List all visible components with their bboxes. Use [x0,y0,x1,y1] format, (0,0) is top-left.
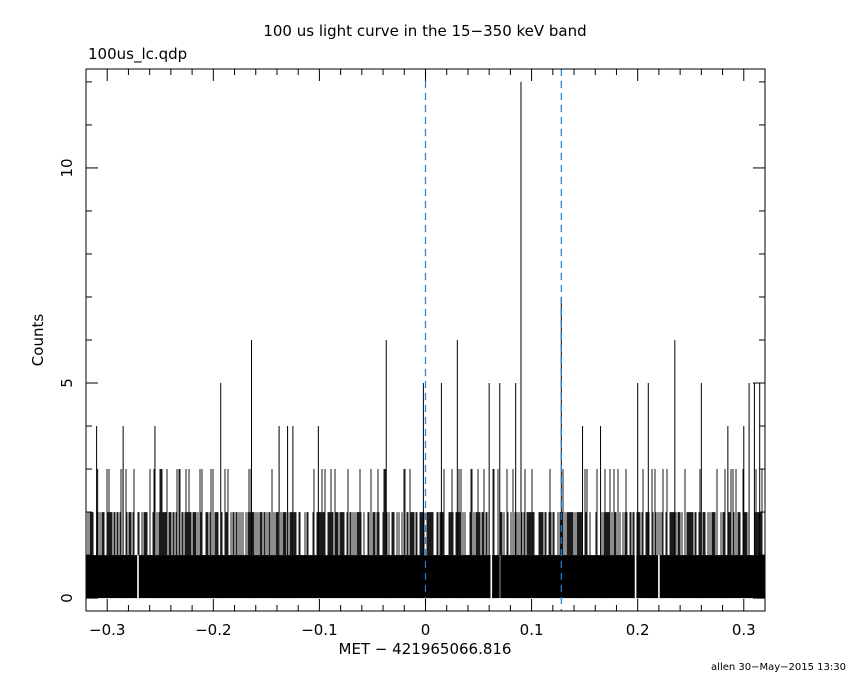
x-tick-label: 0.1 [520,621,544,639]
file-label: 100us_lc.qdp [88,45,188,63]
footer-stamp: allen 30−May−2015 13:30 [711,662,846,673]
y-tick-label: 10 [58,158,76,177]
x-tick-label: 0 [421,621,431,639]
vertical-marker-lines [424,69,562,611]
x-tick-label: 0.3 [732,621,756,639]
y-tick-label: 0 [58,593,76,603]
zero-count-gap [490,554,493,599]
y-axis-ticks: 0 5 10 [58,81,765,603]
x-axis-label: MET − 421965066.816 [338,640,512,658]
y-axis-label: Counts [29,313,47,367]
x-tick-label: −0.1 [301,621,337,639]
x-tick-label: −0.3 [89,621,125,639]
zero-count-gap [658,554,660,599]
x-tick-label: 0.2 [626,621,650,639]
zero-count-gap [137,554,139,599]
y-tick-label: 5 [58,378,76,388]
x-axis-ticks: −0.3 −0.2 −0.1 0 0.1 0.2 0.3 [85,69,766,639]
chart-title: 100 us light curve in the 15−350 keV ban… [263,22,587,40]
zero-count-gap [634,554,637,599]
x-tick-label: −0.2 [195,621,231,639]
